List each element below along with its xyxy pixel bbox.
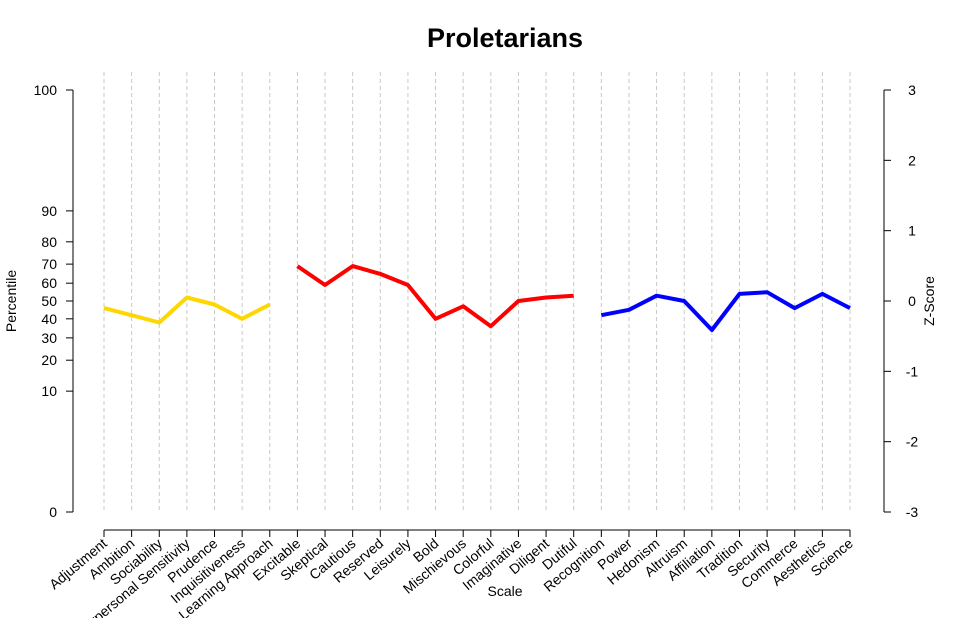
y2-tick-label: -1	[906, 363, 919, 379]
y2-tick-label: -3	[906, 504, 919, 520]
y-tick-label: 50	[41, 293, 57, 309]
x-axis-label: Scale	[487, 583, 522, 599]
series-line-3	[600, 290, 851, 332]
y-tick-label: 90	[41, 203, 57, 219]
y2-axis-label: Z-Score	[921, 276, 937, 326]
y-tick-label: 10	[41, 383, 57, 399]
y-tick-label: 20	[41, 352, 57, 368]
grid	[103, 72, 851, 512]
y-tick-label: 0	[49, 504, 57, 520]
y-tick-label: 70	[41, 256, 57, 272]
y-tick-label: 40	[41, 311, 57, 327]
series-group	[103, 264, 851, 332]
axes	[72, 90, 885, 531]
y2-tick-label: 1	[908, 223, 916, 239]
chart-title: Proletarians	[427, 23, 583, 53]
x-ticks: AdjustmentAmbitionSociabilityInterperson…	[46, 530, 856, 618]
y-axis-label: Percentile	[3, 270, 19, 332]
y2-tick-label: 3	[908, 82, 916, 98]
y-tick-label: 60	[41, 275, 57, 291]
y2-tick-label: 2	[908, 152, 916, 168]
y2-tick-label: -2	[906, 434, 919, 450]
y-ticks-right: -3 -2 -1 0 1 2 3	[884, 82, 918, 520]
y2-tick-label: 0	[908, 293, 916, 309]
series-line-1	[103, 295, 271, 325]
y-ticks-left: 0 10 20 30 40 50 60 70 80 90 100	[34, 82, 73, 520]
y-tick-label: 30	[41, 330, 57, 346]
y-tick-label: 80	[41, 234, 57, 250]
y-tick-label: 100	[34, 82, 58, 98]
series-line-2	[296, 264, 574, 329]
